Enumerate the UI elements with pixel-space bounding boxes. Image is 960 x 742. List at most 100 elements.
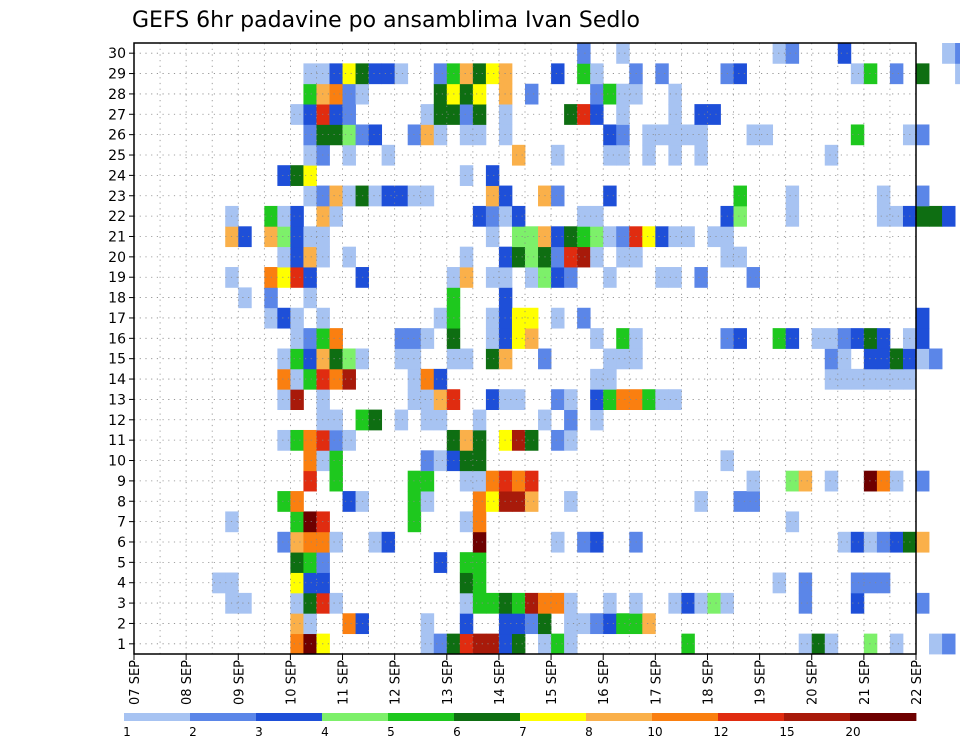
heatmap-cell [668, 267, 682, 288]
y-tick-label: 10 [108, 454, 126, 470]
y-tick-label: 23 [108, 189, 126, 205]
heatmap-cell [616, 124, 630, 146]
heatmap-cell [564, 613, 578, 635]
heatmap-cell [511, 633, 526, 655]
heatmap-cell [368, 124, 383, 146]
heatmap-cell [511, 613, 526, 635]
heatmap-cell [329, 83, 343, 105]
heatmap-cell [303, 104, 317, 125]
heatmap-cell [303, 511, 317, 533]
heatmap-cell [329, 348, 343, 370]
y-tick-label: 27 [108, 107, 126, 123]
heatmap-cell [955, 63, 960, 85]
heatmap-cell [394, 185, 409, 207]
heatmap-cell [564, 429, 578, 451]
heatmap-cells [212, 43, 960, 655]
heatmap-cell [329, 470, 343, 492]
heatmap-cell [459, 470, 474, 492]
heatmap-cell [746, 124, 760, 146]
y-tick-label: 5 [117, 555, 126, 571]
heatmap-cell [733, 63, 747, 85]
colorbar-label: 1 [123, 725, 131, 739]
chart-title: GEFS 6hr padavine po ansamblima Ivan Sed… [132, 8, 640, 33]
heatmap-cell [485, 470, 500, 492]
heatmap-cell [290, 531, 304, 553]
heatmap-cell [472, 572, 487, 594]
heatmap-cell [394, 409, 409, 431]
heatmap-cell [577, 226, 591, 248]
x-tick-label: 16 SEP [597, 660, 612, 705]
heatmap-cell [655, 389, 669, 410]
heatmap-cell [616, 348, 630, 370]
heatmap-cell [277, 348, 291, 370]
heatmap-cell [603, 613, 617, 635]
heatmap-cell [525, 613, 539, 635]
heatmap-cell [577, 205, 591, 227]
heatmap-cell [290, 348, 304, 370]
heatmap-cell [277, 205, 291, 227]
heatmap-cell [616, 43, 630, 64]
heatmap-cell [381, 185, 396, 207]
heatmap-cell [342, 491, 356, 512]
heatmap-cell [616, 246, 630, 268]
heatmap-cell [485, 328, 500, 349]
heatmap-cell [850, 572, 865, 594]
y-tick-label: 12 [108, 413, 126, 429]
x-tick-label: 22 SEP [910, 660, 925, 705]
heatmap-cell [485, 63, 500, 85]
heatmap-cell [433, 104, 448, 125]
x-tick-label: 08 SEP [180, 660, 195, 705]
heatmap-cell [681, 124, 695, 146]
heatmap-cell [303, 633, 317, 655]
heatmap-cell [837, 328, 852, 349]
y-tick-label: 26 [108, 128, 126, 144]
heatmap-cell [290, 226, 304, 248]
heatmap-cell [916, 205, 930, 227]
heatmap-cell [733, 246, 747, 268]
heatmap-cell [551, 185, 565, 207]
heatmap-cell [277, 226, 291, 248]
heatmap-cell [616, 104, 630, 125]
heatmap-cell [577, 63, 591, 85]
y-tick-label: 29 [108, 67, 126, 83]
heatmap-cell [694, 592, 708, 614]
heatmap-cell [785, 511, 800, 533]
y-tick-label: 11 [108, 433, 126, 449]
heatmap-cell [329, 104, 343, 125]
heatmap-cell [564, 226, 578, 248]
colorbar-label: 7 [519, 725, 527, 739]
heatmap-cell [329, 409, 343, 431]
heatmap-cell [485, 389, 500, 410]
heatmap-cell [433, 83, 448, 105]
heatmap-cell [863, 368, 878, 390]
heatmap-cell [459, 83, 474, 105]
colorbar-label: 20 [845, 725, 860, 739]
heatmap-cell [329, 328, 343, 349]
x-tick-label: 13 SEP [441, 660, 456, 705]
heatmap-cell [746, 491, 760, 512]
heatmap-cell [342, 104, 356, 125]
heatmap-cell [564, 409, 578, 431]
heatmap-cell [577, 613, 591, 635]
heatmap-cell [485, 307, 500, 329]
heatmap-cell [863, 348, 878, 370]
heatmap-cell [485, 592, 500, 614]
heatmap-cell [525, 429, 539, 451]
heatmap-cell [551, 226, 565, 248]
heatmap-cell [837, 368, 852, 390]
heatmap-cell [655, 267, 669, 288]
heatmap-cell [459, 63, 474, 85]
heatmap-cell [472, 429, 487, 451]
heatmap-cell [850, 531, 865, 553]
heatmap-cell [863, 63, 878, 85]
heatmap-cell [472, 409, 487, 431]
heatmap-cell [577, 307, 591, 329]
heatmap-cell [525, 592, 539, 614]
heatmap-cell [551, 246, 565, 268]
heatmap-cell [863, 328, 878, 349]
heatmap-cell [707, 104, 721, 125]
heatmap-cell [342, 124, 356, 146]
heatmap-cell [472, 124, 487, 146]
heatmap-cell [303, 83, 317, 105]
y-tick-label: 9 [117, 474, 126, 490]
